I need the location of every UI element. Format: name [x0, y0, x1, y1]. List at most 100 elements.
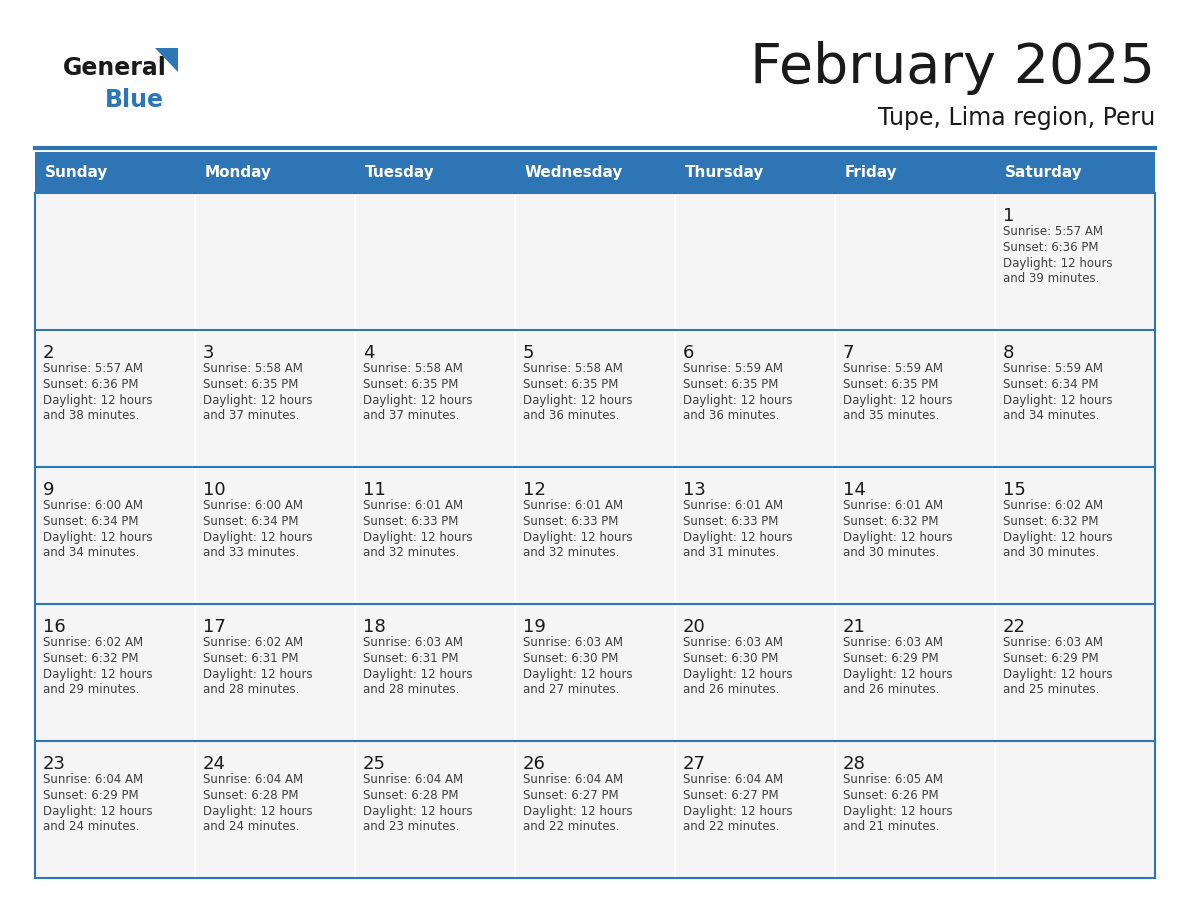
Bar	[34, 152, 1155, 193]
Text: and 25 minutes.: and 25 minutes.	[1003, 683, 1099, 696]
Bar	[195, 741, 355, 878]
Bar	[34, 467, 195, 604]
Text: Sunrise: 6:02 AM: Sunrise: 6:02 AM	[1003, 499, 1104, 512]
Text: Daylight: 12 hours: Daylight: 12 hours	[43, 394, 152, 407]
Bar	[516, 193, 675, 330]
Text: Daylight: 12 hours: Daylight: 12 hours	[1003, 668, 1113, 681]
Text: Sunrise: 5:58 AM: Sunrise: 5:58 AM	[523, 362, 623, 375]
Text: Sunrise: 6:01 AM: Sunrise: 6:01 AM	[843, 499, 943, 512]
Text: and 21 minutes.: and 21 minutes.	[843, 820, 940, 833]
Text: 2: 2	[43, 344, 55, 362]
Text: Daylight: 12 hours: Daylight: 12 hours	[523, 805, 633, 818]
Text: and 36 minutes.: and 36 minutes.	[683, 409, 779, 422]
Text: Sunset: 6:35 PM: Sunset: 6:35 PM	[523, 378, 619, 391]
Text: Sunset: 6:35 PM: Sunset: 6:35 PM	[364, 378, 459, 391]
Bar	[835, 330, 996, 467]
Text: Daylight: 12 hours: Daylight: 12 hours	[523, 668, 633, 681]
Text: 13: 13	[683, 481, 706, 499]
Text: Sunrise: 5:57 AM: Sunrise: 5:57 AM	[1003, 225, 1102, 238]
Text: Sunset: 6:36 PM: Sunset: 6:36 PM	[43, 378, 139, 391]
Text: Daylight: 12 hours: Daylight: 12 hours	[364, 531, 473, 544]
Text: 15: 15	[1003, 481, 1026, 499]
Bar	[516, 741, 675, 878]
Text: Daylight: 12 hours: Daylight: 12 hours	[683, 805, 792, 818]
Text: Sunrise: 6:03 AM: Sunrise: 6:03 AM	[843, 636, 943, 649]
Text: and 24 minutes.: and 24 minutes.	[43, 820, 139, 833]
Text: and 26 minutes.: and 26 minutes.	[683, 683, 779, 696]
Text: Sunset: 6:35 PM: Sunset: 6:35 PM	[843, 378, 939, 391]
Text: Daylight: 12 hours: Daylight: 12 hours	[683, 394, 792, 407]
Text: 19: 19	[523, 618, 545, 636]
Bar	[195, 193, 355, 330]
Text: Daylight: 12 hours: Daylight: 12 hours	[523, 394, 633, 407]
Bar	[355, 193, 516, 330]
Text: Tuesday: Tuesday	[365, 165, 435, 180]
Text: Sunset: 6:32 PM: Sunset: 6:32 PM	[1003, 515, 1099, 528]
Bar	[195, 604, 355, 741]
Bar	[355, 467, 516, 604]
Text: and 34 minutes.: and 34 minutes.	[43, 546, 139, 559]
Text: Daylight: 12 hours: Daylight: 12 hours	[843, 531, 953, 544]
Text: Sunset: 6:29 PM: Sunset: 6:29 PM	[843, 652, 939, 665]
Text: Sunset: 6:30 PM: Sunset: 6:30 PM	[523, 652, 619, 665]
Text: and 28 minutes.: and 28 minutes.	[364, 683, 460, 696]
Text: Sunset: 6:31 PM: Sunset: 6:31 PM	[364, 652, 459, 665]
Bar	[355, 741, 516, 878]
Text: 27: 27	[683, 755, 706, 773]
Text: Sunrise: 6:04 AM: Sunrise: 6:04 AM	[683, 773, 783, 786]
Text: Sunset: 6:28 PM: Sunset: 6:28 PM	[364, 789, 459, 802]
Text: and 37 minutes.: and 37 minutes.	[364, 409, 460, 422]
Text: Sunrise: 6:02 AM: Sunrise: 6:02 AM	[43, 636, 143, 649]
Text: Sunrise: 6:00 AM: Sunrise: 6:00 AM	[43, 499, 143, 512]
Text: and 30 minutes.: and 30 minutes.	[1003, 546, 1099, 559]
Polygon shape	[154, 48, 178, 72]
Text: and 38 minutes.: and 38 minutes.	[43, 409, 139, 422]
Text: Daylight: 12 hours: Daylight: 12 hours	[203, 394, 312, 407]
Text: and 24 minutes.: and 24 minutes.	[203, 820, 299, 833]
Bar	[675, 330, 835, 467]
Text: Daylight: 12 hours: Daylight: 12 hours	[683, 531, 792, 544]
Text: Daylight: 12 hours: Daylight: 12 hours	[1003, 531, 1113, 544]
Text: Sunrise: 6:01 AM: Sunrise: 6:01 AM	[523, 499, 624, 512]
Text: Sunrise: 6:03 AM: Sunrise: 6:03 AM	[1003, 636, 1102, 649]
Bar	[996, 467, 1155, 604]
Text: and 37 minutes.: and 37 minutes.	[203, 409, 299, 422]
Text: and 36 minutes.: and 36 minutes.	[523, 409, 619, 422]
Text: 23: 23	[43, 755, 67, 773]
Text: 3: 3	[203, 344, 215, 362]
Text: Daylight: 12 hours: Daylight: 12 hours	[43, 668, 152, 681]
Text: and 35 minutes.: and 35 minutes.	[843, 409, 940, 422]
Text: Sunset: 6:36 PM: Sunset: 6:36 PM	[1003, 241, 1099, 254]
Text: Sunrise: 6:01 AM: Sunrise: 6:01 AM	[364, 499, 463, 512]
Bar	[34, 741, 195, 878]
Text: Sunrise: 6:03 AM: Sunrise: 6:03 AM	[364, 636, 463, 649]
Text: 17: 17	[203, 618, 226, 636]
Text: 22: 22	[1003, 618, 1026, 636]
Text: Sunset: 6:32 PM: Sunset: 6:32 PM	[43, 652, 139, 665]
Text: 24: 24	[203, 755, 226, 773]
Bar	[34, 604, 195, 741]
Text: Sunrise: 5:58 AM: Sunrise: 5:58 AM	[203, 362, 303, 375]
Text: 8: 8	[1003, 344, 1015, 362]
Text: and 32 minutes.: and 32 minutes.	[523, 546, 619, 559]
Text: Sunset: 6:29 PM: Sunset: 6:29 PM	[1003, 652, 1099, 665]
Bar	[195, 467, 355, 604]
Text: 28: 28	[843, 755, 866, 773]
Text: and 28 minutes.: and 28 minutes.	[203, 683, 299, 696]
Text: Sunset: 6:31 PM: Sunset: 6:31 PM	[203, 652, 298, 665]
Text: Sunrise: 6:03 AM: Sunrise: 6:03 AM	[523, 636, 623, 649]
Bar	[516, 330, 675, 467]
Text: Thursday: Thursday	[685, 165, 764, 180]
Text: Sunrise: 6:01 AM: Sunrise: 6:01 AM	[683, 499, 783, 512]
Text: Sunset: 6:35 PM: Sunset: 6:35 PM	[683, 378, 778, 391]
Text: Daylight: 12 hours: Daylight: 12 hours	[203, 531, 312, 544]
Text: 20: 20	[683, 618, 706, 636]
Text: Sunset: 6:28 PM: Sunset: 6:28 PM	[203, 789, 298, 802]
Text: Sunset: 6:33 PM: Sunset: 6:33 PM	[364, 515, 459, 528]
Text: and 34 minutes.: and 34 minutes.	[1003, 409, 1099, 422]
Text: and 29 minutes.: and 29 minutes.	[43, 683, 139, 696]
Text: and 22 minutes.: and 22 minutes.	[683, 820, 779, 833]
Text: Monday: Monday	[206, 165, 272, 180]
Text: Sunrise: 5:59 AM: Sunrise: 5:59 AM	[843, 362, 943, 375]
Text: Sunrise: 6:02 AM: Sunrise: 6:02 AM	[203, 636, 303, 649]
